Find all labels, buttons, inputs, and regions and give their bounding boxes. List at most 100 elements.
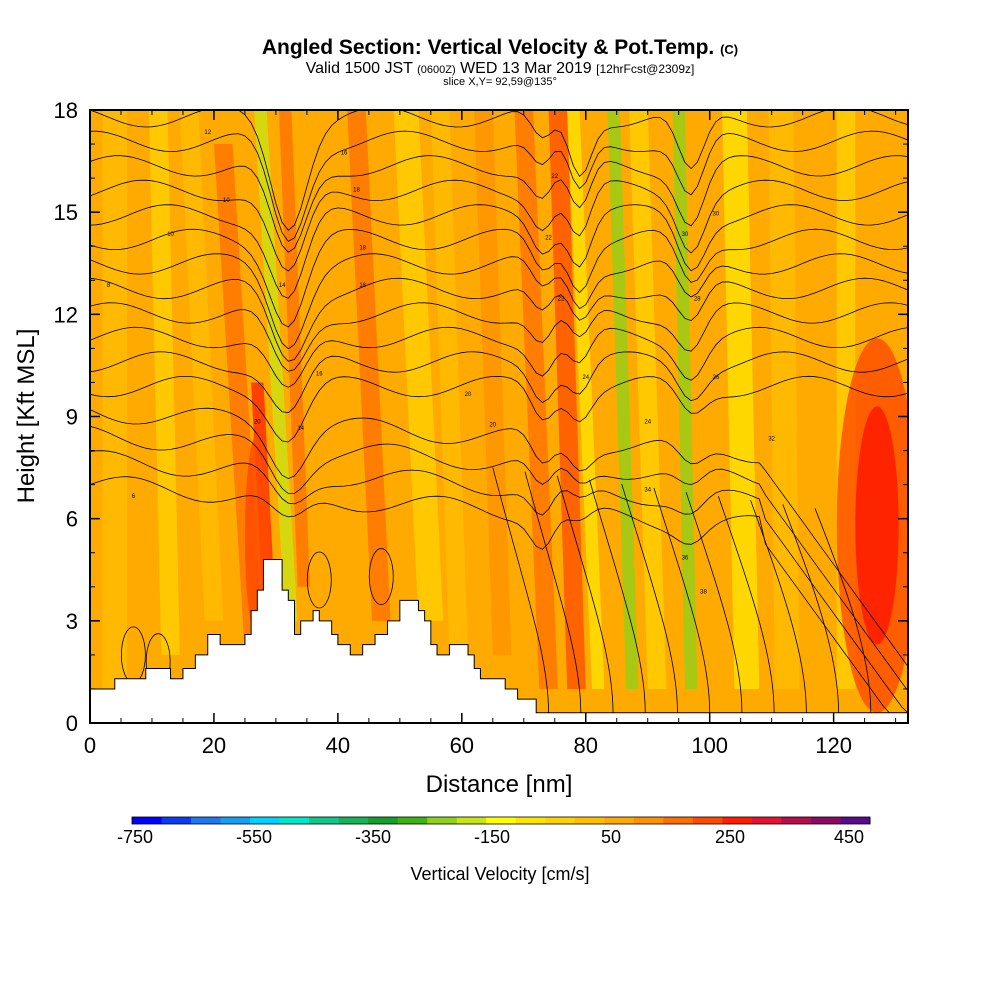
colorbar-swatch <box>161 817 192 824</box>
theta-contour <box>90 228 908 328</box>
colorbar-swatch <box>279 817 310 824</box>
theta-contour <box>90 110 908 231</box>
velocity-band <box>607 110 639 689</box>
contour-label: 20 <box>254 419 261 425</box>
contour-label: 20 <box>465 392 472 398</box>
contour-label: 18 <box>359 283 366 289</box>
contour-label: 26 <box>713 375 720 381</box>
terrain <box>90 559 908 723</box>
colorbar-swatch <box>663 817 694 824</box>
theta-contour-lower <box>782 504 839 713</box>
updraft-core <box>855 406 899 645</box>
colorbar-swatch <box>692 817 723 824</box>
velocity-band <box>254 110 298 621</box>
theta-contour <box>90 277 908 362</box>
colorbar-swatch <box>781 817 812 824</box>
colorbar-frame <box>131 816 871 825</box>
contour-label: 30 <box>682 232 689 238</box>
contour-label: 28 <box>694 297 701 303</box>
colorbar-swatch <box>840 817 871 824</box>
chart-title: Angled Section: Vertical Velocity & Pot.… <box>0 36 1000 60</box>
colorbar-swatch <box>486 817 517 824</box>
colorbar-swatch <box>545 817 576 824</box>
colorbar-swatch <box>132 817 163 824</box>
theta-contour-lower <box>524 471 582 713</box>
theta-contour <box>90 326 908 388</box>
colorbar-label: Vertical Velocity [cm/s] <box>410 864 589 884</box>
y-tick-label: 0 <box>66 711 78 736</box>
contour-labels: 6 8 10 10 12 14 14 16 16 18 18 18 20 20 20 22 22 22 24 24 26… <box>107 130 776 596</box>
x-axis-label: Distance [nm] <box>426 771 573 798</box>
y-tick-label: 15 <box>54 200 78 225</box>
colorbar-swatch <box>220 817 251 824</box>
velocity-band <box>629 110 667 689</box>
colorbar-swatch <box>515 817 546 824</box>
velocity-band <box>148 110 180 655</box>
theta-contour <box>90 179 908 272</box>
velocity-band <box>393 110 444 621</box>
theta-contour-loop <box>306 551 332 609</box>
colorbar-tick-label: -350 <box>355 827 391 847</box>
colorbar-swatch <box>368 817 399 824</box>
slice-info: slice X,Y= 92,59@135° <box>443 76 557 88</box>
theta-contours <box>90 110 908 714</box>
valid-utc: (0600Z) <box>417 64 456 76</box>
valid-time: Valid 1500 JST <box>305 60 413 77</box>
colorbar-swatch <box>191 817 222 824</box>
colorbar-tick-label: -550 <box>236 827 272 847</box>
colorbar-swatch <box>604 817 635 824</box>
contour-label: 18 <box>353 188 360 194</box>
theta-contour <box>90 476 908 714</box>
y-axis-label: Height [Kft MSL] <box>13 329 40 504</box>
velocity-band <box>279 110 310 587</box>
velocity-band <box>567 110 605 689</box>
y-tick-label: 18 <box>54 98 78 123</box>
x-tick-label: 80 <box>574 733 598 758</box>
contour-label: 20 <box>489 423 496 429</box>
x-tick-label: 40 <box>326 733 350 758</box>
contour-label: 14 <box>297 426 304 432</box>
velocity-band <box>694 110 726 689</box>
colorbar-swatch <box>427 817 458 824</box>
contour-label: 22 <box>558 297 565 303</box>
theta-contour <box>90 130 908 242</box>
x-tick-label: 20 <box>202 733 226 758</box>
colorbar-swatch <box>751 817 782 824</box>
theta-contour-loop <box>368 548 394 605</box>
contour-label: 18 <box>359 246 366 252</box>
contour-label: 8 <box>107 283 111 289</box>
theta-contour <box>90 155 908 253</box>
colorbar-tick-label: 50 <box>601 827 621 847</box>
colorbar-swatch <box>810 817 841 824</box>
velocity-band <box>102 110 128 723</box>
theta-contour <box>90 204 908 299</box>
contour-label: 32 <box>768 436 775 442</box>
colorbar: -750 -550 -350 -150 50 250 450 <box>117 816 871 847</box>
velocity-band <box>548 110 586 689</box>
colorbar-swatch <box>633 817 664 824</box>
contour-label: 14 <box>279 283 286 289</box>
theta-contour <box>90 425 908 692</box>
colorbar-swatch <box>574 817 605 824</box>
contour-label: 10 <box>223 198 230 204</box>
theta-contour-lower <box>621 483 678 713</box>
contour-label: 34 <box>644 487 651 493</box>
title-text: Angled Section: Vertical Velocity & Pot.… <box>261 36 715 59</box>
velocity-band <box>722 110 760 689</box>
contour-label: 36 <box>682 556 689 562</box>
theta-contour <box>90 407 908 667</box>
theta-contour-lower <box>750 500 807 713</box>
x-tick-label: 60 <box>450 733 474 758</box>
contour-label: 22 <box>551 174 558 180</box>
colorbar-swatch <box>338 817 369 824</box>
contour-label: 10 <box>167 232 174 238</box>
theta-contour <box>90 253 908 350</box>
velocity-band <box>768 110 800 689</box>
y-tick-label: 9 <box>66 405 78 430</box>
contour-label: 16 <box>316 372 323 378</box>
velocity-band <box>347 110 391 621</box>
theta-contour-lower <box>685 491 743 713</box>
x-tick-label: 120 <box>815 733 852 758</box>
contour-label: 12 <box>204 130 211 136</box>
